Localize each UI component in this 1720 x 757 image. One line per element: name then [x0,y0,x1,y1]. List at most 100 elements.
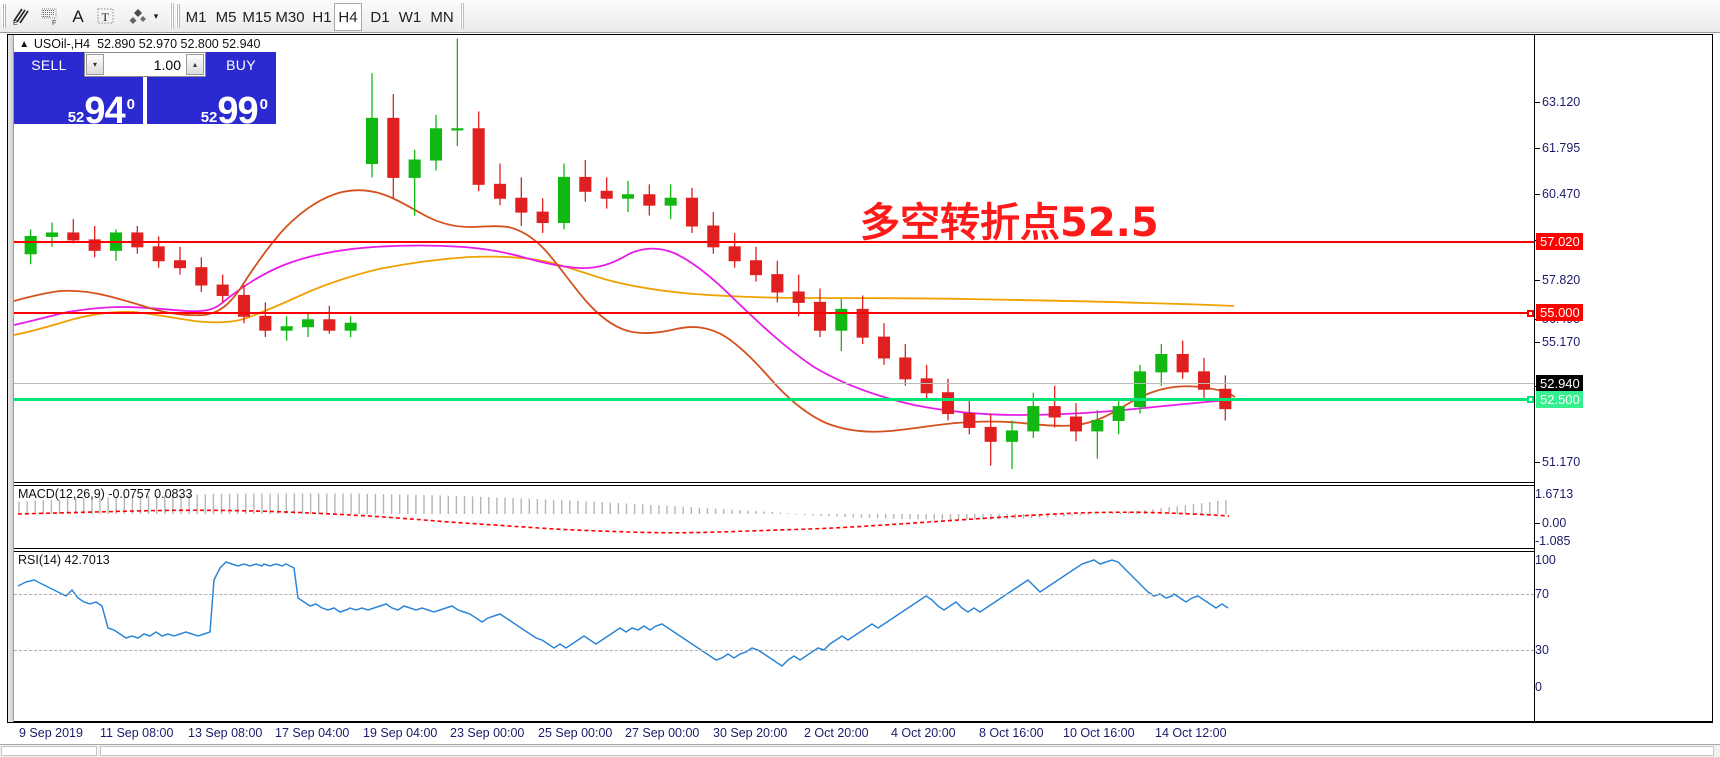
sell-button[interactable]: SELL [14,52,84,77]
price-tick-63120: 63.120 [1535,95,1580,109]
price-label-57020[interactable]: 57.020 [1536,233,1583,250]
timeframe-m15[interactable]: M15 [240,3,274,31]
timeframe-h4[interactable]: H4 [334,3,362,31]
time-label-0: 9 Sep 2019 [19,726,83,740]
price-tick-55170: 55.170 [1535,335,1580,349]
timeframe-d1-label: D1 [370,8,390,26]
sell-price-display[interactable]: 52 94 0 [14,77,143,124]
sell-price-big: 94 [84,90,125,124]
templates-icon[interactable] [124,3,152,29]
macd-series [17,493,1230,534]
timeframe-h1-label: H1 [312,8,332,26]
status-bar [0,744,1720,757]
buy-price-prefix: 52 [200,109,218,124]
chart-scrollbar[interactable] [8,35,14,723]
time-label-1: 11 Sep 08:00 [100,726,174,740]
time-label-6: 25 Sep 00:00 [538,726,613,740]
price-tick-51170: 51.170 [1535,455,1580,469]
svg-text:T: T [102,10,110,24]
sell-price-sup: 0 [126,96,135,113]
time-label-2: 13 Sep 08:00 [188,726,263,740]
price-label-52500[interactable]: 52.500 [1536,391,1583,408]
line-handle-55000[interactable] [1527,310,1534,317]
price-tick-60470: 60.470 [1535,187,1580,201]
one-click-trading-panel[interactable]: SELL ▾ 1.00 ▴ BUY 52 94 0 52 99 0 [14,52,276,124]
chart-plot-area[interactable]: ▲ USOil-,H4 52.890 52.970 52.800 52.940 [14,35,1534,723]
timeframe-mn-label: MN [430,8,454,26]
resistance-line-55000[interactable] [14,310,1534,317]
macd-tick-max: 1.6713 [1535,487,1574,501]
rsi-tick-70: 70 [1535,587,1549,601]
timeframe-m30[interactable]: M30 [272,3,308,31]
timeframe-h1[interactable]: H1 [308,3,336,31]
time-label-9: 2 Oct 20:00 [804,726,869,740]
indicators-grid-icon[interactable]: F [36,3,64,29]
status-cell-left [1,746,97,756]
line-handle-52500[interactable] [1527,396,1534,403]
buy-button[interactable]: BUY [206,52,276,77]
text-label-icon[interactable]: T [92,3,120,29]
time-label-7: 27 Sep 00:00 [625,726,700,740]
chart-title: ▲ USOil-,H4 52.890 52.970 52.800 52.940 [18,37,260,51]
price-label-55000[interactable]: 55.000 [1536,304,1583,321]
rsi-series [17,559,1229,667]
chevron-down-icon[interactable]: ▾ [153,10,159,21]
time-axis[interactable]: 9 Sep 2019 11 Sep 08:00 13 Sep 08:00 17 Sep… [7,722,1713,744]
chart-annotation-text[interactable]: 多空转折点52.5 [860,200,1159,246]
expert-advisor-icon[interactable]: E [8,3,36,29]
time-label-10: 4 Oct 20:00 [891,726,956,740]
timeframe-w1[interactable]: W1 [396,3,424,31]
buy-price-big: 99 [217,90,258,124]
time-label-13: 14 Oct 12:00 [1155,726,1227,740]
timeframe-m5-label: M5 [215,8,237,26]
time-label-5: 23 Sep 00:00 [450,726,525,740]
rsi-tick-0: 0 [1535,680,1542,694]
price-axis[interactable]: 63.120 61.795 60.470 59.145 57.820 56.49… [1534,35,1713,723]
time-label-4: 19 Sep 04:00 [363,726,438,740]
timeframe-m15-label: M15 [242,8,272,26]
rsi-pane[interactable]: RSI(14) 42.7013 [14,551,1534,691]
timeframe-m30-label: M30 [275,8,305,26]
current-price-line[interactable] [14,383,1534,384]
toolbar-separator-2 [460,3,464,29]
rsi-level-70 [14,594,1534,595]
toolbar-separator [170,3,174,29]
volume-increment-button[interactable]: ▴ [186,54,204,75]
price-tick-61795: 61.795 [1535,141,1580,155]
macd-label: MACD(12,26,9) -0.0757 0.0833 [18,487,193,501]
macd-pane[interactable]: MACD(12,26,9) -0.0757 0.0833 [14,485,1534,549]
support-line-52500[interactable] [14,396,1534,403]
rsi-tick-100: 100 [1535,553,1556,567]
text-tool-icon[interactable]: A [72,6,84,26]
svg-text:E: E [13,20,18,26]
main-toolbar: E F A T [0,0,1720,33]
macd-tick-min: -1.085 [1535,534,1571,548]
status-cell-main [100,746,1714,756]
chart-window[interactable]: ▾ ▲ USOil-,H4 52.890 52.970 52.800 52.94… [7,34,1713,723]
buy-price-sup: 0 [259,96,268,113]
toolbar-grip[interactable] [2,4,6,28]
timeframe-mn[interactable]: MN [426,3,458,31]
chart-expand-icon[interactable]: ▲ [19,38,30,50]
price-tick-57820: 57.820 [1535,273,1580,287]
timeframe-toolbar-grip[interactable] [176,4,180,28]
timeframe-h4-label: H4 [338,8,358,26]
volume-input[interactable]: 1.00 [153,56,181,73]
resistance-line-57020[interactable] [14,241,1534,243]
buy-price-display[interactable]: 52 99 0 [147,77,276,124]
timeframe-w1-label: W1 [398,8,422,26]
timeframe-d1[interactable]: D1 [366,3,394,31]
rsi-label: RSI(14) 42.7013 [18,553,110,567]
trade-panel-top-row: SELL ▾ 1.00 ▴ BUY [14,52,276,77]
time-label-12: 10 Oct 16:00 [1063,726,1135,740]
rsi-level-30 [14,650,1534,651]
volume-stepper[interactable]: ▾ 1.00 ▴ [84,52,206,77]
chart-ohlc-values: 52.890 52.970 52.800 52.940 [97,37,261,51]
rsi-tick-30: 30 [1535,643,1549,657]
svg-text:F: F [52,20,56,26]
timeframe-m1-label: M1 [185,8,207,26]
volume-decrement-button[interactable]: ▾ [86,54,104,75]
timeframe-m5[interactable]: M5 [212,3,240,31]
time-label-3: 17 Sep 04:00 [275,726,350,740]
timeframe-m1[interactable]: M1 [182,3,210,31]
